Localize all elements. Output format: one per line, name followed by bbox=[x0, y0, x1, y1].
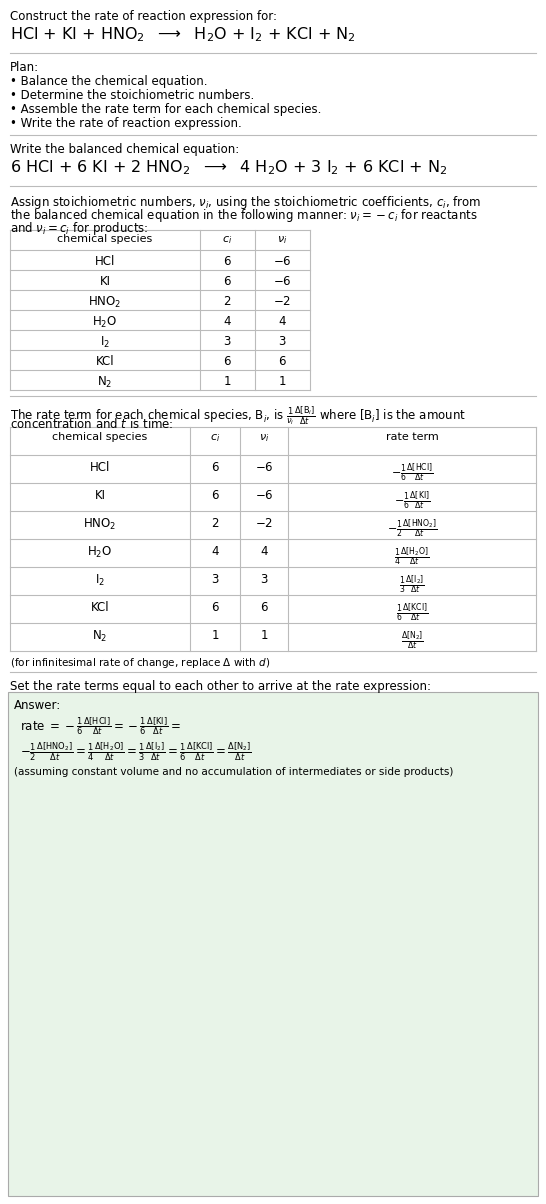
Text: KCl: KCl bbox=[96, 355, 114, 368]
Text: $\frac{1}{3}\frac{\Delta[\mathrm{I_2}]}{\Delta t}$: $\frac{1}{3}\frac{\Delta[\mathrm{I_2}]}{… bbox=[399, 573, 425, 596]
Text: $c_i$: $c_i$ bbox=[210, 432, 220, 444]
Text: Construct the rate of reaction expression for:: Construct the rate of reaction expressio… bbox=[10, 10, 277, 23]
Text: $\frac{1}{4}\frac{\Delta[\mathrm{H_2O}]}{\Delta t}$: $\frac{1}{4}\frac{\Delta[\mathrm{H_2O}]}… bbox=[394, 545, 430, 568]
Text: HCl + KI + HNO$_2$  $\longrightarrow$  H$_2$O + I$_2$ + KCl + N$_2$: HCl + KI + HNO$_2$ $\longrightarrow$ H$_… bbox=[10, 25, 355, 43]
Text: 4: 4 bbox=[260, 545, 268, 557]
Text: $\nu_i$: $\nu_i$ bbox=[259, 432, 269, 444]
Text: • Assemble the rate term for each chemical species.: • Assemble the rate term for each chemic… bbox=[10, 104, 322, 116]
Text: Assign stoichiometric numbers, $\nu_i$, using the stoichiometric coefficients, $: Assign stoichiometric numbers, $\nu_i$, … bbox=[10, 194, 481, 211]
Text: N$_2$: N$_2$ bbox=[97, 374, 112, 390]
Text: $c_i$: $c_i$ bbox=[222, 234, 232, 246]
Text: chemical species: chemical species bbox=[57, 234, 153, 244]
Text: $-$6: $-$6 bbox=[254, 461, 274, 474]
Text: $-\frac{1}{2}\frac{\Delta[\mathrm{HNO_2}]}{\Delta t}$: $-\frac{1}{2}\frac{\Delta[\mathrm{HNO_2}… bbox=[387, 517, 437, 539]
Text: • Determine the stoichiometric numbers.: • Determine the stoichiometric numbers. bbox=[10, 89, 254, 102]
Text: 1: 1 bbox=[211, 628, 219, 642]
Text: 4: 4 bbox=[278, 315, 286, 327]
Text: 6: 6 bbox=[211, 601, 219, 614]
Text: $-$2: $-$2 bbox=[273, 295, 291, 308]
Text: $-\frac{1}{6}\frac{\Delta[\mathrm{KI}]}{\Delta t}$: $-\frac{1}{6}\frac{\Delta[\mathrm{KI}]}{… bbox=[394, 489, 430, 512]
Text: 1: 1 bbox=[260, 628, 268, 642]
Bar bbox=[8, 692, 538, 1196]
Text: 4: 4 bbox=[211, 545, 219, 557]
Text: chemical species: chemical species bbox=[52, 432, 147, 442]
Text: I$_2$: I$_2$ bbox=[95, 573, 105, 588]
Text: Write the balanced chemical equation:: Write the balanced chemical equation: bbox=[10, 143, 239, 157]
Text: 6 HCl + 6 KI + 2 HNO$_2$  $\longrightarrow$  4 H$_2$O + 3 I$_2$ + 6 KCl + N$_2$: 6 HCl + 6 KI + 2 HNO$_2$ $\longrightarro… bbox=[10, 158, 447, 177]
Text: 6: 6 bbox=[223, 275, 231, 288]
Text: concentration and $t$ is time:: concentration and $t$ is time: bbox=[10, 417, 174, 431]
Text: 2: 2 bbox=[211, 517, 219, 530]
Text: 3: 3 bbox=[278, 335, 286, 348]
Text: The rate term for each chemical species, B$_i$, is $\frac{1}{\nu_i}\frac{\Delta[: The rate term for each chemical species,… bbox=[10, 405, 466, 426]
Text: $\frac{\Delta[\mathrm{N_2}]}{\Delta t}$: $\frac{\Delta[\mathrm{N_2}]}{\Delta t}$ bbox=[401, 628, 424, 651]
Text: rate $= -\frac{1}{6}\frac{\Delta[\mathrm{HCl}]}{\Delta t}$$= -\frac{1}{6}\frac{\: rate $= -\frac{1}{6}\frac{\Delta[\mathrm… bbox=[20, 715, 181, 737]
Text: 3: 3 bbox=[211, 573, 219, 586]
Text: 6: 6 bbox=[278, 355, 286, 368]
Text: 4: 4 bbox=[223, 315, 231, 327]
Text: Set the rate terms equal to each other to arrive at the rate expression:: Set the rate terms equal to each other t… bbox=[10, 680, 431, 694]
Text: N$_2$: N$_2$ bbox=[92, 628, 108, 644]
Text: I$_2$: I$_2$ bbox=[100, 335, 110, 350]
Text: Plan:: Plan: bbox=[10, 61, 39, 73]
Text: 6: 6 bbox=[260, 601, 268, 614]
Text: 6: 6 bbox=[211, 489, 219, 502]
Text: 6: 6 bbox=[223, 355, 231, 368]
Text: $-$6: $-$6 bbox=[272, 255, 292, 268]
Text: rate term: rate term bbox=[385, 432, 438, 442]
Text: 6: 6 bbox=[211, 461, 219, 474]
Text: $-$6: $-$6 bbox=[254, 489, 274, 502]
Text: KI: KI bbox=[94, 489, 105, 502]
Text: $\nu_i$: $\nu_i$ bbox=[277, 234, 287, 246]
Text: the balanced chemical equation in the following manner: $\nu_i = -c_i$ for react: the balanced chemical equation in the fo… bbox=[10, 207, 478, 224]
Text: HNO$_2$: HNO$_2$ bbox=[88, 295, 122, 311]
Text: • Balance the chemical equation.: • Balance the chemical equation. bbox=[10, 75, 207, 88]
Text: $-$2: $-$2 bbox=[255, 517, 273, 530]
Text: 3: 3 bbox=[260, 573, 268, 586]
Text: KCl: KCl bbox=[91, 601, 109, 614]
Text: • Write the rate of reaction expression.: • Write the rate of reaction expression. bbox=[10, 117, 242, 130]
Text: H$_2$O: H$_2$O bbox=[92, 315, 117, 330]
Text: HCl: HCl bbox=[95, 255, 115, 268]
Text: 3: 3 bbox=[223, 335, 231, 348]
Text: KI: KI bbox=[99, 275, 110, 288]
Text: $-\frac{1}{6}\frac{\Delta[\mathrm{HCl}]}{\Delta t}$: $-\frac{1}{6}\frac{\Delta[\mathrm{HCl}]}… bbox=[391, 461, 434, 484]
Text: 6: 6 bbox=[223, 255, 231, 268]
Text: $-$6: $-$6 bbox=[272, 275, 292, 288]
Text: 1: 1 bbox=[278, 374, 286, 388]
Text: (assuming constant volume and no accumulation of intermediates or side products): (assuming constant volume and no accumul… bbox=[14, 767, 453, 777]
Text: (for infinitesimal rate of change, replace $\Delta$ with $d$): (for infinitesimal rate of change, repla… bbox=[10, 656, 270, 669]
Text: $-\frac{1}{2}\frac{\Delta[\mathrm{HNO_2}]}{\Delta t}$$= \frac{1}{4}\frac{\Delta[: $-\frac{1}{2}\frac{\Delta[\mathrm{HNO_2}… bbox=[20, 740, 252, 763]
Text: 2: 2 bbox=[223, 295, 231, 308]
Text: HCl: HCl bbox=[90, 461, 110, 474]
Text: Answer:: Answer: bbox=[14, 700, 61, 712]
Text: 1: 1 bbox=[223, 374, 231, 388]
Text: H$_2$O: H$_2$O bbox=[87, 545, 112, 560]
Text: and $\nu_i = c_i$ for products:: and $\nu_i = c_i$ for products: bbox=[10, 220, 149, 237]
Text: $\frac{1}{6}\frac{\Delta[\mathrm{KCl}]}{\Delta t}$: $\frac{1}{6}\frac{\Delta[\mathrm{KCl}]}{… bbox=[396, 601, 428, 624]
Text: HNO$_2$: HNO$_2$ bbox=[84, 517, 117, 532]
